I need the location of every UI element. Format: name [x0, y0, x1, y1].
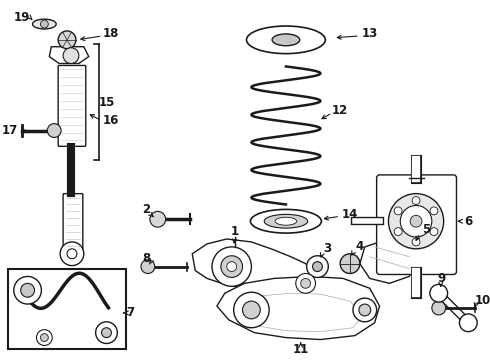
Text: 11: 11 — [293, 343, 309, 356]
Ellipse shape — [246, 26, 325, 54]
Circle shape — [394, 207, 402, 215]
Circle shape — [460, 314, 477, 332]
Circle shape — [212, 247, 251, 286]
Circle shape — [141, 260, 155, 274]
Circle shape — [21, 283, 34, 297]
Text: 18: 18 — [102, 27, 119, 40]
Circle shape — [432, 301, 445, 315]
Polygon shape — [239, 293, 363, 332]
Text: 5: 5 — [422, 222, 430, 236]
Circle shape — [96, 322, 117, 343]
Text: 17: 17 — [2, 124, 18, 137]
Circle shape — [430, 284, 447, 302]
Text: 14: 14 — [342, 208, 358, 221]
Polygon shape — [192, 239, 314, 296]
Circle shape — [14, 276, 42, 304]
Text: 6: 6 — [464, 215, 472, 228]
Circle shape — [227, 262, 237, 271]
Circle shape — [353, 298, 377, 322]
Circle shape — [410, 215, 422, 227]
Circle shape — [301, 278, 311, 288]
Circle shape — [101, 328, 111, 338]
Circle shape — [296, 274, 316, 293]
Text: 16: 16 — [102, 114, 119, 127]
Text: 4: 4 — [356, 240, 364, 253]
Ellipse shape — [275, 217, 297, 225]
Polygon shape — [360, 237, 419, 283]
Text: 13: 13 — [362, 27, 378, 40]
Text: 2: 2 — [142, 203, 150, 216]
Circle shape — [389, 194, 443, 249]
Circle shape — [60, 242, 84, 266]
Ellipse shape — [250, 210, 321, 233]
Text: 9: 9 — [438, 272, 446, 285]
Ellipse shape — [264, 214, 308, 228]
FancyBboxPatch shape — [63, 194, 83, 250]
Circle shape — [40, 334, 49, 342]
Text: 19: 19 — [14, 11, 30, 24]
Circle shape — [430, 228, 438, 235]
Circle shape — [40, 20, 49, 28]
Polygon shape — [49, 47, 89, 63]
Circle shape — [63, 48, 79, 63]
Polygon shape — [217, 276, 380, 339]
Circle shape — [67, 249, 77, 259]
Text: 3: 3 — [323, 242, 331, 255]
FancyBboxPatch shape — [8, 269, 126, 350]
Circle shape — [48, 123, 61, 138]
Circle shape — [36, 330, 52, 346]
Circle shape — [150, 211, 166, 227]
Circle shape — [400, 206, 432, 237]
Circle shape — [340, 254, 360, 274]
Circle shape — [221, 256, 243, 278]
FancyBboxPatch shape — [58, 66, 86, 146]
Ellipse shape — [32, 19, 56, 29]
Text: 10: 10 — [475, 294, 490, 307]
Circle shape — [307, 256, 328, 278]
Circle shape — [58, 31, 76, 49]
Text: 12: 12 — [332, 104, 348, 117]
Text: 8: 8 — [142, 252, 150, 265]
FancyBboxPatch shape — [377, 175, 457, 274]
Text: 15: 15 — [98, 96, 115, 109]
Ellipse shape — [272, 34, 300, 46]
Text: 1: 1 — [231, 225, 239, 238]
Circle shape — [243, 301, 260, 319]
Circle shape — [412, 238, 420, 246]
Text: 7: 7 — [126, 306, 134, 319]
Circle shape — [430, 207, 438, 215]
Circle shape — [313, 262, 322, 271]
Circle shape — [412, 197, 420, 204]
Circle shape — [359, 304, 371, 316]
Circle shape — [234, 292, 269, 328]
Circle shape — [394, 228, 402, 235]
